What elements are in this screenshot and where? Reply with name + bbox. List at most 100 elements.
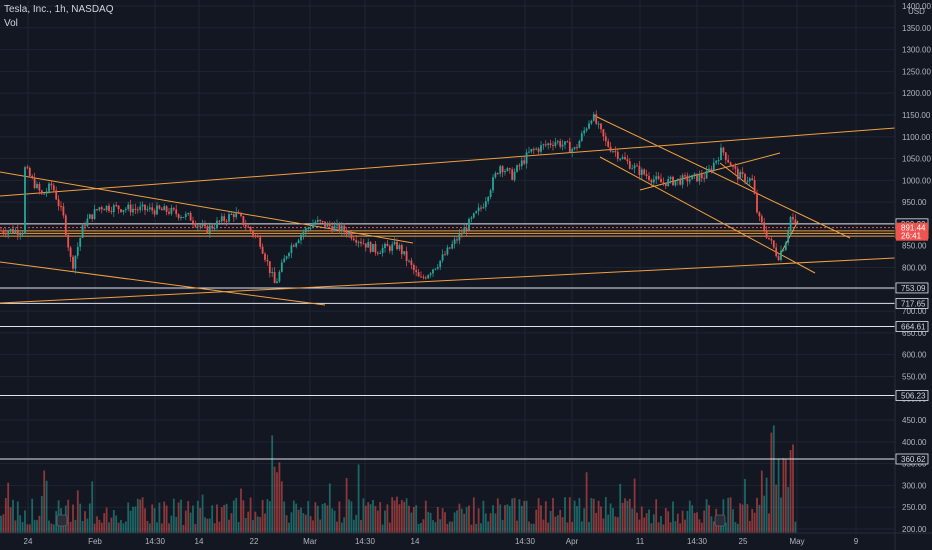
time-tick-label: 14 [195, 537, 204, 546]
candle-body [688, 179, 691, 182]
time-tick-label: 11 [636, 537, 645, 546]
candle-body [660, 178, 662, 183]
volume-bar [415, 505, 418, 533]
candle-body [307, 228, 310, 230]
candle-body [432, 269, 434, 274]
candle-body [657, 176, 660, 179]
volume-bar [148, 523, 151, 533]
candle-body [777, 256, 780, 261]
candle-body [741, 172, 744, 175]
candle-body [208, 225, 211, 234]
candle-body [0, 230, 2, 232]
volume-bar [388, 522, 391, 533]
candle-body [187, 213, 190, 215]
candle-body [393, 241, 396, 245]
candle-body [765, 230, 768, 238]
volume-bar [590, 497, 593, 533]
candle-body [588, 123, 590, 129]
candle-body [326, 223, 329, 227]
time-axis[interactable]: 24 Feb 14:30 14 22 Mar 14:30 14 14:30 Apr 11 14:30 2… [0, 532, 932, 546]
candle-body [528, 151, 530, 153]
volume-bar [304, 514, 307, 533]
candle-body [547, 143, 550, 146]
volume-bar [328, 483, 331, 533]
volume-bar [691, 505, 694, 533]
volume-bar [192, 505, 194, 533]
volume-bar [112, 509, 115, 533]
candle-body [136, 209, 139, 211]
volume-bar [739, 503, 742, 533]
candle-body [463, 227, 466, 234]
trend-lines[interactable] [0, 114, 896, 306]
candle-body [751, 178, 754, 181]
price-axis[interactable]: 1400.00 1350.00 1300.00 1250.00 1200.00 1150.… [894, 0, 931, 550]
volume-bar [645, 513, 648, 533]
volume-bar [12, 499, 14, 533]
candle-body [477, 207, 480, 212]
volume-indicator-label[interactable]: Vol [4, 18, 18, 29]
volume-bar [74, 519, 77, 533]
volume-bar [196, 500, 199, 533]
candle-body [350, 232, 353, 239]
volume-bar [499, 504, 502, 533]
candle-body [403, 251, 406, 255]
volume-bar [652, 514, 655, 533]
candle-body [696, 173, 698, 182]
candle-body [441, 254, 444, 261]
volume-bar [748, 520, 751, 533]
candle-body [386, 243, 389, 247]
volume-bar [465, 507, 468, 533]
volume-bar [316, 505, 319, 533]
volume-bar [477, 508, 480, 533]
candle-body [40, 190, 43, 194]
candle-body [480, 207, 482, 209]
candle-body [163, 206, 166, 211]
volume-bar [326, 505, 329, 533]
time-tick-label: 24 [24, 537, 33, 546]
candle-body [309, 227, 312, 229]
candle-body [158, 205, 161, 209]
volume-bar [540, 505, 542, 533]
volume-bar [338, 501, 341, 533]
trend-line [592, 114, 851, 239]
candle-body [504, 170, 506, 173]
volume-bar [165, 505, 168, 533]
candle-body [722, 147, 725, 153]
candle-body [134, 208, 137, 210]
candle-body [259, 237, 262, 247]
candle-body [415, 270, 418, 273]
candle-body [621, 157, 624, 159]
candle-body [540, 145, 542, 152]
volume-bar [496, 498, 499, 533]
candle-body [482, 207, 485, 209]
symbol-title[interactable]: Tesla, Inc., 1h, NASDAQ [4, 4, 114, 15]
candle-body [196, 225, 199, 227]
candle-body [645, 174, 648, 176]
volume-bar [295, 503, 298, 533]
volume-bar [607, 514, 610, 533]
volume-bar [463, 513, 466, 533]
volume-bar [436, 507, 439, 533]
volume-bar [631, 508, 634, 533]
candle-body [290, 245, 293, 254]
candle-body [100, 207, 103, 210]
candle-body [372, 243, 374, 252]
volume-bar [69, 521, 72, 533]
candle-body [475, 211, 478, 214]
volume-bar [156, 522, 158, 533]
candle-body [48, 183, 50, 192]
candle-body [614, 151, 617, 153]
volume-bar [124, 521, 127, 533]
candle-body [33, 177, 36, 188]
volume-bar [573, 500, 576, 533]
candle-body [213, 228, 216, 230]
volume-bar [688, 500, 691, 533]
volume-bar [391, 497, 394, 533]
candle-body [38, 184, 41, 191]
candle-body [292, 245, 295, 247]
volume-bar [468, 505, 470, 533]
volume-bar [640, 506, 643, 533]
volume-bar [364, 505, 367, 533]
volume-bar [792, 444, 794, 533]
